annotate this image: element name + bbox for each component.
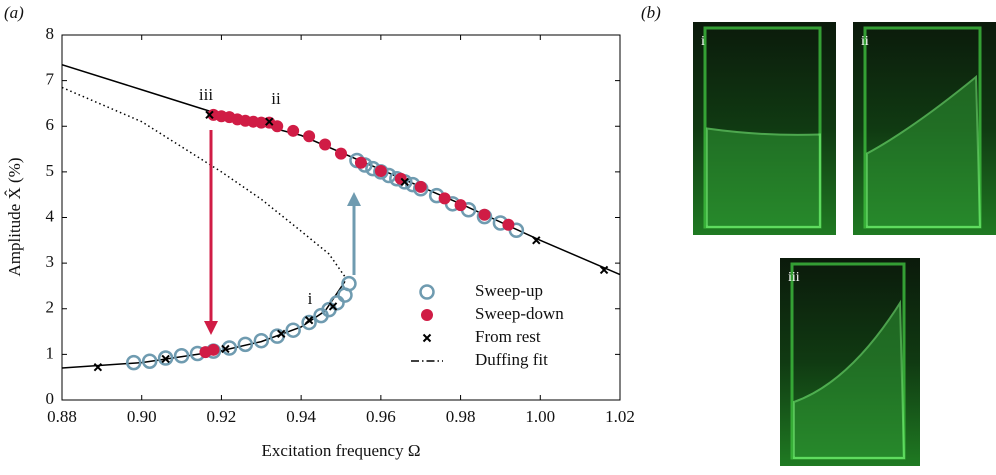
marker <box>157 350 174 366</box>
legend-label: From rest <box>475 327 541 346</box>
panel-label: (b) <box>641 3 661 22</box>
legend-marker <box>419 284 435 300</box>
marker <box>221 344 230 354</box>
fit-line <box>62 86 346 278</box>
x-tick-label: 0.96 <box>366 407 396 426</box>
annotation: ii <box>271 89 281 108</box>
marker <box>173 347 190 364</box>
marker <box>253 332 270 349</box>
marker <box>532 236 541 245</box>
plot-area <box>62 63 620 372</box>
water <box>793 299 906 459</box>
y-tick-label: 1 <box>46 343 55 362</box>
legend-label: Duffing fit <box>475 350 548 369</box>
marker <box>478 208 491 221</box>
x-tick-label: 0.90 <box>127 407 157 426</box>
legend-marker <box>421 309 433 321</box>
y-tick-label: 7 <box>46 70 55 89</box>
arrow-head <box>204 321 218 335</box>
legend-label: Sweep-down <box>475 304 564 323</box>
photo-label: i <box>701 34 705 49</box>
marker <box>207 343 220 356</box>
x-tick-label: 0.88 <box>47 407 77 426</box>
legend-label: Sweep-up <box>475 281 543 300</box>
marker <box>400 177 409 187</box>
y-tick-label: 4 <box>46 206 55 225</box>
marker <box>237 336 254 353</box>
marker <box>285 322 301 338</box>
marker <box>277 329 286 339</box>
y-axis-label: Amplitude X̂ (%) <box>5 158 24 277</box>
x-tick-label: 0.94 <box>286 407 316 426</box>
marker <box>502 218 515 231</box>
annotation: i <box>308 289 313 308</box>
marker <box>141 353 158 369</box>
marker <box>265 117 274 126</box>
legend-marker <box>422 333 432 343</box>
y-tick-label: 8 <box>46 24 55 43</box>
marker <box>301 314 317 331</box>
y-tick-label: 0 <box>46 389 55 408</box>
water <box>706 127 821 228</box>
y-tick-label: 6 <box>46 115 55 134</box>
annotation: iii <box>199 85 213 104</box>
marker <box>93 362 103 372</box>
arrow-head <box>347 192 361 206</box>
marker <box>319 138 332 151</box>
marker <box>438 192 451 205</box>
panel-label: (a) <box>4 3 24 22</box>
marker <box>454 199 467 212</box>
marker <box>125 354 142 371</box>
x-tick-label: 0.92 <box>207 407 237 426</box>
x-axis-label: Excitation frequency Ω <box>262 441 421 460</box>
marker <box>335 147 347 160</box>
x-tick-label: 0.98 <box>446 407 476 426</box>
y-tick-label: 3 <box>46 252 55 271</box>
marker <box>161 354 170 364</box>
marker <box>599 265 609 275</box>
marker <box>354 156 367 169</box>
marker <box>271 120 284 133</box>
x-tick-label: 1.00 <box>525 407 555 426</box>
marker <box>328 302 338 311</box>
marker <box>303 130 316 143</box>
photo-label: ii <box>861 34 869 49</box>
marker <box>205 110 214 120</box>
y-tick-label: 2 <box>46 298 55 317</box>
marker <box>414 180 427 193</box>
marker <box>287 124 300 137</box>
marker <box>304 315 314 325</box>
x-tick-label: 1.02 <box>605 407 635 426</box>
marker <box>221 340 238 356</box>
fit-line <box>62 63 620 276</box>
marker <box>341 275 357 292</box>
marker <box>374 164 387 177</box>
water <box>866 74 982 228</box>
y-tick-label: 5 <box>46 161 55 180</box>
photo-label: iii <box>788 270 800 285</box>
